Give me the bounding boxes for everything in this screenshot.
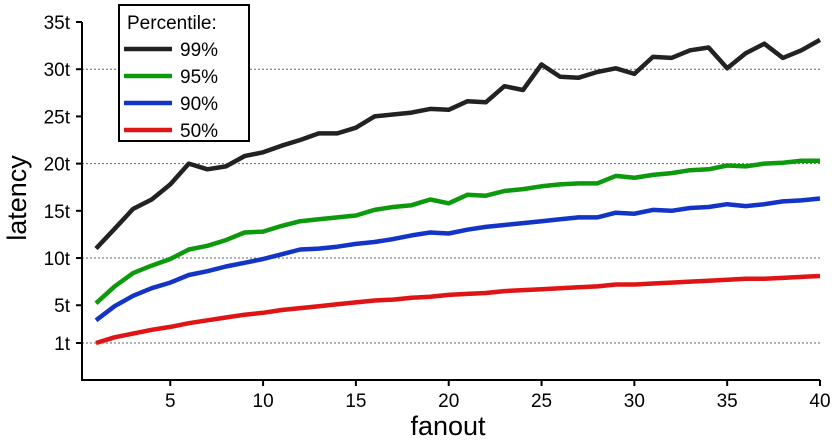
legend-title: Percentile: (127, 13, 217, 34)
tick-labels: 1t 5t 10t 15t 20t 25t 30t 35t 5 10 15 20 25 30 35 40 (44, 13, 831, 412)
gridlines (82, 68, 820, 344)
legend-box (118, 4, 250, 142)
series-line-95-pct (94, 158, 820, 305)
x-tick-label: 30 (624, 391, 645, 412)
legend-label: 99% (180, 40, 218, 61)
y-tick-label: 10t (44, 249, 71, 270)
plot-area (94, 37, 822, 346)
series-line-99-pct (94, 37, 822, 251)
x-axis-title: fanout (410, 411, 486, 440)
x-tick-label: 15 (345, 391, 366, 412)
legend-label: 50% (180, 121, 218, 142)
x-tick-label: 25 (531, 391, 552, 412)
y-tick-label: 20t (44, 155, 71, 176)
x-tick-label: 10 (253, 391, 274, 412)
legend: Percentile: 99% 95% 90% 50% (118, 4, 250, 142)
y-tick-label: 5t (54, 296, 71, 317)
y-tick-label: 1t (54, 334, 71, 355)
y-axis-title: latency (2, 155, 32, 241)
y-tick-label: 35t (44, 13, 71, 34)
axes (76, 21, 821, 386)
series-line-50-pct (95, 273, 821, 346)
x-tick-label: 20 (438, 391, 459, 412)
x-tick-label: 5 (165, 391, 176, 412)
y-tick-label: 30t (44, 60, 71, 81)
x-tick-label: 40 (809, 391, 830, 412)
y-tick-label: 25t (44, 107, 71, 128)
x-tick-label: 35 (717, 391, 738, 412)
legend-label: 95% (180, 67, 218, 88)
legend-label: 90% (180, 94, 218, 115)
series-line-90-pct (94, 196, 821, 323)
y-tick-label: 15t (44, 202, 71, 223)
